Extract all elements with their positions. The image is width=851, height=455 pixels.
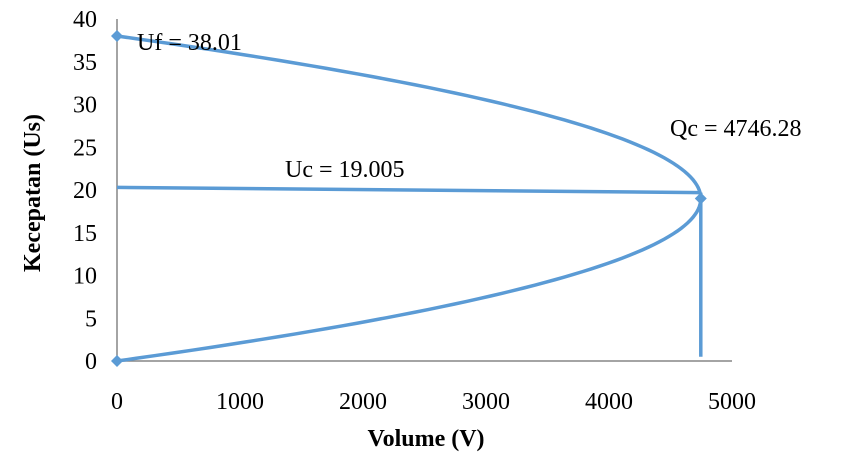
- y-tick-labels: 0 5 10 15 20 25 30 35 40: [73, 7, 97, 375]
- x-axis-title: Volume (V): [367, 426, 484, 452]
- marker-layer: [111, 30, 707, 367]
- x-tick-label: 0: [111, 389, 123, 415]
- annotation-qc: Qc = 4746.28: [670, 116, 802, 142]
- critical-speed-line: [116, 185, 701, 195]
- x-tick-label: 2000: [339, 389, 387, 415]
- x-tick-label: 1000: [216, 389, 264, 415]
- speed-volume-curve: [116, 34, 703, 363]
- y-tick-label: 40: [73, 7, 97, 33]
- annotation-uc: Uc = 19.005: [285, 157, 405, 183]
- annotation-uf: Uf = 38.01: [137, 30, 242, 56]
- y-tick-label: 10: [73, 264, 97, 290]
- x-tick-label: 3000: [462, 389, 510, 415]
- x-tick-label: 4000: [585, 389, 633, 415]
- y-tick-label: 30: [73, 93, 97, 119]
- y-tick-label: 20: [73, 178, 97, 204]
- y-tick-label: 5: [85, 306, 97, 332]
- origin-marker: [111, 355, 123, 367]
- y-tick-label: 0: [85, 349, 97, 375]
- x-tick-label: 5000: [708, 389, 756, 415]
- free-flow-marker: [111, 30, 123, 43]
- capacity-marker: [694, 192, 707, 205]
- y-tick-label: 25: [73, 135, 97, 161]
- series-layer: [116, 34, 703, 363]
- x-tick-labels: 0 1000 2000 3000 4000 5000: [111, 389, 756, 415]
- y-axis-title: Kecepatan (Us): [20, 114, 46, 272]
- y-tick-label: 35: [73, 50, 97, 76]
- y-tick-label: 15: [73, 221, 97, 247]
